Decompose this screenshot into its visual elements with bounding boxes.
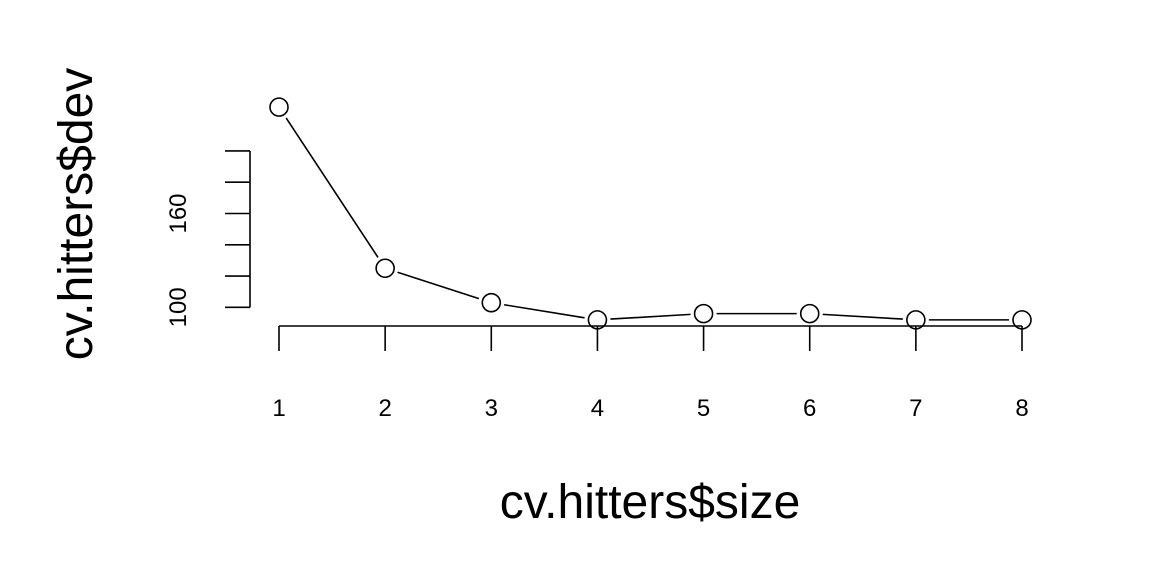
x-tick-label: 2 xyxy=(378,395,391,422)
x-tick-label: 6 xyxy=(803,395,816,422)
x-tick-label: 7 xyxy=(909,395,922,422)
plot-lines xyxy=(285,117,1009,321)
data-point xyxy=(269,97,289,117)
x-axis-title: cv.hitters$size xyxy=(500,476,801,529)
data-point xyxy=(481,292,502,313)
x-tick-label: 5 xyxy=(697,395,710,422)
data-point xyxy=(799,303,820,324)
line-segment xyxy=(397,271,480,300)
y-axis: 100 160 xyxy=(165,150,251,327)
y-tick-label: 100 xyxy=(165,287,192,327)
x-tick-label: 1 xyxy=(272,395,285,422)
data-point xyxy=(375,258,395,279)
line-segment xyxy=(610,313,691,320)
x-axis: 1 2 3 4 5 6 7 8 xyxy=(272,325,1029,422)
line-segment xyxy=(285,117,379,258)
y-tick-label: 160 xyxy=(165,193,192,233)
line-segment xyxy=(503,303,585,319)
y-axis-title: cv.hitters$dev xyxy=(50,68,103,361)
plot-points xyxy=(269,97,1032,330)
x-tick-label: 4 xyxy=(591,395,604,422)
x-tick-label: 3 xyxy=(485,395,498,422)
line-segment xyxy=(822,313,903,320)
x-tick-label: 8 xyxy=(1015,395,1028,422)
data-point xyxy=(693,303,714,324)
